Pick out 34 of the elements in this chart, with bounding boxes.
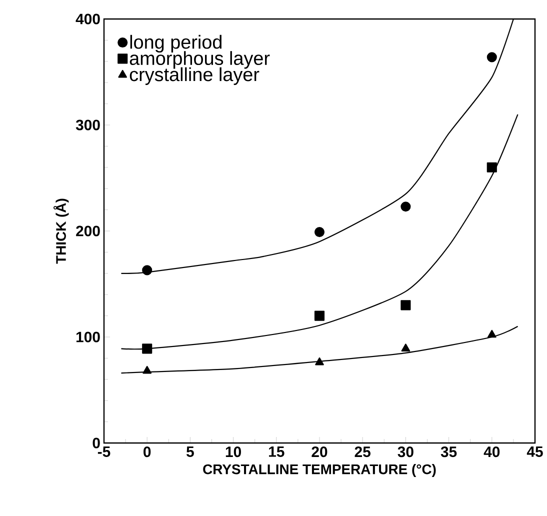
legend-label: amorphous layer bbox=[130, 51, 270, 69]
x-tick-label: -5 bbox=[98, 446, 110, 457]
point bbox=[487, 330, 496, 338]
x-tick-label: 20 bbox=[312, 446, 328, 458]
point bbox=[142, 344, 152, 354]
y-axis-title: THICK (Å) bbox=[54, 198, 69, 264]
x-tick-label: 5 bbox=[186, 446, 194, 457]
x-axis-title: CRYSTALLINE TEMPERATURE (°C) bbox=[203, 464, 436, 477]
legend-label: crystalline layer bbox=[130, 67, 260, 85]
x-tick-label: 15 bbox=[269, 446, 284, 457]
point bbox=[142, 265, 152, 276]
y-tick-label: 0 bbox=[92, 438, 100, 448]
point bbox=[400, 202, 411, 212]
x-tick-label: 40 bbox=[484, 446, 500, 458]
x-tick-label: 45 bbox=[526, 446, 543, 457]
x-tick-label: 25 bbox=[354, 446, 370, 458]
point bbox=[400, 300, 411, 310]
x-tick-label: 35 bbox=[440, 446, 457, 458]
point bbox=[142, 366, 152, 374]
point bbox=[401, 344, 410, 352]
point bbox=[486, 52, 497, 62]
legend-label: long period bbox=[130, 34, 222, 53]
y-tick-label: 200 bbox=[76, 226, 100, 236]
x-tick-label: 30 bbox=[398, 446, 414, 458]
y-tick-label: 400 bbox=[76, 14, 100, 24]
point bbox=[314, 227, 325, 238]
y-tick-label: 100 bbox=[76, 332, 100, 342]
y-tick-label: 300 bbox=[76, 120, 100, 130]
x-tick-label: 10 bbox=[226, 446, 241, 458]
point bbox=[315, 357, 324, 366]
point bbox=[486, 162, 497, 172]
line-series bbox=[120, 326, 518, 374]
point bbox=[314, 310, 325, 321]
x-tick-label: 0 bbox=[144, 446, 151, 458]
